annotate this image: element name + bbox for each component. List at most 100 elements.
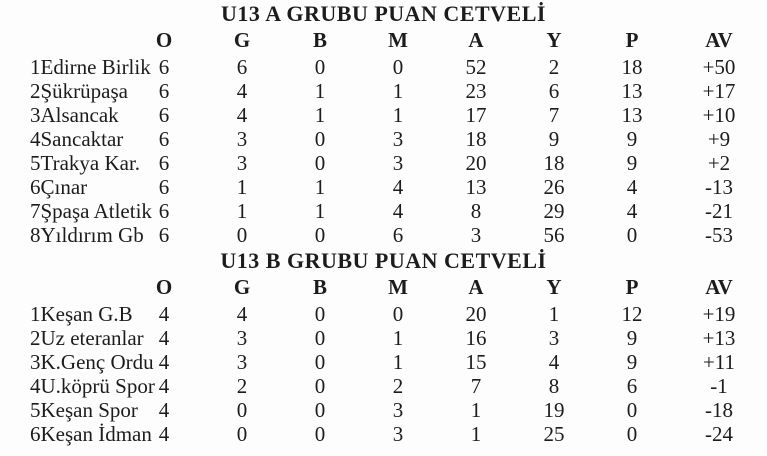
col-header-goals-for: A <box>468 28 484 52</box>
table-row: 1Edirne Birlik 6 6 0 0 52 2 18 +50 <box>0 55 767 79</box>
stat-played: 4 <box>158 350 170 374</box>
stat-draws: 1 <box>314 199 326 223</box>
rank-number: 7 <box>30 199 41 223</box>
stat-losses: 3 <box>392 398 404 422</box>
rank-number: 1 <box>30 55 41 79</box>
stat-goals-against: 25 <box>543 422 565 446</box>
stat-average: -13 <box>705 175 733 199</box>
stat-wins: 0 <box>236 422 248 446</box>
stat-draws: 0 <box>314 302 326 326</box>
rank-number: 5 <box>30 398 41 422</box>
team-column-header <box>0 26 125 55</box>
table-row: 2Uz eteranlar 4 3 0 1 16 3 9 +13 <box>0 326 767 350</box>
stat-draws: 0 <box>314 374 326 398</box>
team-cell: 2Uz eteranlar <box>0 326 144 350</box>
table-row: 5Keşan Spor 4 0 0 3 1 19 0 -18 <box>0 398 767 422</box>
table-row: 6Çınar 6 1 1 4 13 26 4 -13 <box>0 175 767 199</box>
stat-losses: 2 <box>392 374 404 398</box>
stat-points: 6 <box>626 374 638 398</box>
table-row: 5Trakya Kar. 6 3 0 3 20 18 9 +2 <box>0 151 767 175</box>
stat-goals-against: 3 <box>548 326 560 350</box>
group-b-standings-table: O G B M A Y P AV 1Keşan G.B 4 4 0 0 20 1 12 +19 2… <box>0 273 767 446</box>
stat-points: 4 <box>626 175 638 199</box>
stat-wins: 0 <box>236 398 248 422</box>
stat-goals-for: 52 <box>465 55 487 79</box>
stat-average: +13 <box>702 326 736 350</box>
stat-points: 9 <box>626 127 638 151</box>
stat-goals-for: 20 <box>465 151 487 175</box>
stat-goals-for: 20 <box>465 302 487 326</box>
stat-draws: 0 <box>314 55 326 79</box>
stat-goals-against: 19 <box>543 398 565 422</box>
stat-goals-for: 23 <box>465 79 487 103</box>
team-cell: 3K.Genç Ordu <box>0 350 154 374</box>
group-a-section: U13 A GRUBU PUAN CETVELİ O G B M A Y P A… <box>0 2 767 248</box>
team-cell: 6Çınar <box>0 175 125 199</box>
stat-draws: 0 <box>314 127 326 151</box>
stat-wins: 6 <box>236 55 248 79</box>
stat-wins: 2 <box>236 374 248 398</box>
stat-goals-against: 26 <box>543 175 565 199</box>
group-a-standings-table: O G B M A Y P AV 1Edirne Birlik 6 6 0 0 52 2 18… <box>0 26 767 247</box>
stat-losses: 0 <box>392 55 404 79</box>
col-header-played: O <box>155 275 173 299</box>
stat-goals-for: 8 <box>470 199 482 223</box>
stat-points: 0 <box>626 398 638 422</box>
team-name: Keşan Spor <box>40 398 138 422</box>
stat-average: +19 <box>702 302 736 326</box>
stat-played: 6 <box>158 151 170 175</box>
team-name: K.Genç Ordu <box>40 350 154 374</box>
stat-wins: 4 <box>236 103 248 127</box>
rank-number: 4 <box>30 127 41 151</box>
stat-points: 12 <box>621 302 643 326</box>
stat-points: 18 <box>621 55 643 79</box>
stat-points: 9 <box>626 326 638 350</box>
team-cell: 5Keşan Spor <box>0 398 138 422</box>
stat-played: 6 <box>158 127 170 151</box>
stat-average: +2 <box>707 151 731 175</box>
stat-wins: 3 <box>236 151 248 175</box>
stat-average: +50 <box>702 55 736 79</box>
team-cell: 6Keşan İdman <box>0 422 152 446</box>
col-header-average: AV <box>705 275 733 299</box>
stat-goals-for: 16 <box>465 326 487 350</box>
group-b-title: U13 B GRUBU PUAN CETVELİ <box>220 248 547 273</box>
col-header-points: P <box>625 28 639 52</box>
header-row: O G B M A Y P AV <box>0 273 767 302</box>
rank-number: 3 <box>30 350 41 374</box>
stat-played: 4 <box>158 326 170 350</box>
stat-average: -1 <box>710 374 728 398</box>
stat-wins: 4 <box>236 79 248 103</box>
col-header-goals-against: Y <box>546 275 562 299</box>
team-name: Yıldırım Gb <box>40 223 144 247</box>
stat-losses: 1 <box>392 326 404 350</box>
stat-played: 4 <box>158 422 170 446</box>
stat-goals-for: 13 <box>465 175 487 199</box>
stat-wins: 3 <box>236 326 248 350</box>
stat-played: 4 <box>158 398 170 422</box>
stat-goals-against: 29 <box>543 199 565 223</box>
stat-draws: 0 <box>314 398 326 422</box>
stat-wins: 1 <box>236 199 248 223</box>
stat-goals-for: 3 <box>470 223 482 247</box>
stat-played: 6 <box>158 199 170 223</box>
stat-average: +17 <box>702 79 736 103</box>
stat-played: 6 <box>158 175 170 199</box>
stat-played: 6 <box>158 55 170 79</box>
col-header-draws: B <box>312 28 327 52</box>
stat-points: 13 <box>621 103 643 127</box>
stat-goals-against: 4 <box>548 350 560 374</box>
stat-losses: 0 <box>392 302 404 326</box>
stat-draws: 0 <box>314 223 326 247</box>
stat-draws: 0 <box>314 350 326 374</box>
stat-played: 6 <box>158 223 170 247</box>
rank-number: 6 <box>30 422 41 446</box>
stat-losses: 3 <box>392 127 404 151</box>
stat-goals-against: 1 <box>548 302 560 326</box>
stat-losses: 3 <box>392 422 404 446</box>
table-row: 4U.köprü Spor 4 2 0 2 7 8 6 -1 <box>0 374 767 398</box>
stat-played: 4 <box>158 302 170 326</box>
stat-losses: 1 <box>392 103 404 127</box>
team-name: Alsancak <box>40 103 119 127</box>
col-header-average: AV <box>705 28 733 52</box>
